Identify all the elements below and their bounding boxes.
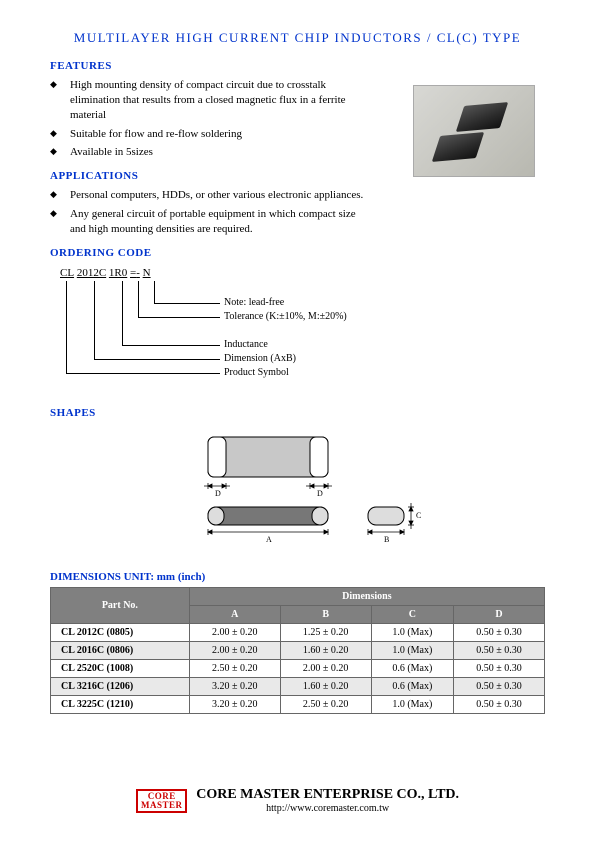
product-image [413, 85, 535, 177]
ordering-diagram: CL 2012C 1R0 =- N Note: lead-free Tolera… [60, 267, 545, 387]
ordering-code: CL 2012C 1R0 =- N [60, 267, 151, 279]
th-c: C [371, 605, 453, 623]
label-a: A [266, 535, 272, 544]
dimensions-table: Part No. Dimensions A B C D CL 2012C (08… [50, 587, 545, 714]
list-item: High mounting density of compact circuit… [50, 78, 370, 123]
cell-part: CL 2016C (0806) [51, 641, 190, 659]
cell-a: 2.00 ± 0.20 [189, 623, 280, 641]
ordering-heading: ORDERING CODE [50, 247, 545, 259]
company-name: CORE MASTER ENTERPRISE CO., LTD. http://… [196, 787, 459, 814]
logo: COREMASTER [136, 789, 188, 813]
cell-c: 0.6 (Max) [371, 659, 453, 677]
cell-part: CL 2012C (0805) [51, 623, 190, 641]
page-footer: COREMASTER CORE MASTER ENTERPRISE CO., L… [0, 787, 595, 814]
label-d: D [317, 489, 323, 498]
table-row: CL 2012C (0805)2.00 ± 0.201.25 ± 0.201.0… [51, 623, 545, 641]
cell-part: CL 3225C (1210) [51, 695, 190, 713]
th-dimensions: Dimensions [189, 587, 544, 605]
label-b: B [384, 535, 389, 544]
annotation: Dimension (AxB) [224, 353, 296, 364]
th-part: Part No. [51, 587, 190, 623]
features-heading: FEATURES [50, 60, 545, 72]
cell-d: 0.50 ± 0.30 [454, 623, 545, 641]
cell-d: 0.50 ± 0.30 [454, 695, 545, 713]
page-title: MULTILAYER HIGH CURRENT CHIP INDUCTORS /… [50, 30, 545, 46]
cell-part: CL 2520C (1008) [51, 659, 190, 677]
th-a: A [189, 605, 280, 623]
cell-a: 3.20 ± 0.20 [189, 677, 280, 695]
cell-c: 1.0 (Max) [371, 623, 453, 641]
chip-icon [432, 132, 484, 162]
cell-b: 2.00 ± 0.20 [280, 659, 371, 677]
cell-b: 2.50 ± 0.20 [280, 695, 371, 713]
dimensions-heading: DIMENSIONS UNIT: mm (inch) [50, 571, 545, 583]
annotation: Inductance [224, 339, 268, 350]
list-item: Any general circuit of portable equipmen… [50, 207, 370, 237]
cell-b: 1.60 ± 0.20 [280, 641, 371, 659]
shapes-diagram: D D A [50, 429, 545, 549]
cell-part: CL 3216C (1206) [51, 677, 190, 695]
cell-a: 3.20 ± 0.20 [189, 695, 280, 713]
company-url: http://www.coremaster.com.tw [196, 803, 459, 814]
list-item: Personal computers, HDDs, or other vario… [50, 188, 370, 203]
table-row: CL 2520C (1008)2.50 ± 0.202.00 ± 0.200.6… [51, 659, 545, 677]
cell-c: 1.0 (Max) [371, 695, 453, 713]
shapes-heading: SHAPES [50, 407, 545, 419]
cell-c: 0.6 (Max) [371, 677, 453, 695]
chip-icon [456, 102, 508, 132]
cell-d: 0.50 ± 0.30 [454, 641, 545, 659]
annotation: Tolerance (K:±10%, M:±20%) [224, 311, 347, 322]
th-d: D [454, 605, 545, 623]
list-item: Available in 5sizes [50, 145, 370, 160]
table-row: CL 3225C (1210)3.20 ± 0.202.50 ± 0.201.0… [51, 695, 545, 713]
label-c: C [416, 511, 421, 520]
annotation: Note: lead-free [224, 297, 284, 308]
cell-b: 1.25 ± 0.20 [280, 623, 371, 641]
table-row: CL 3216C (1206)3.20 ± 0.201.60 ± 0.200.6… [51, 677, 545, 695]
annotation: Product Symbol [224, 367, 289, 378]
applications-list: Personal computers, HDDs, or other vario… [50, 188, 545, 237]
cell-d: 0.50 ± 0.30 [454, 659, 545, 677]
th-b: B [280, 605, 371, 623]
list-item: Suitable for flow and re-flow soldering [50, 127, 370, 142]
cell-d: 0.50 ± 0.30 [454, 677, 545, 695]
cell-b: 1.60 ± 0.20 [280, 677, 371, 695]
cell-c: 1.0 (Max) [371, 641, 453, 659]
cell-a: 2.50 ± 0.20 [189, 659, 280, 677]
label-d: D [215, 489, 221, 498]
table-row: CL 2016C (0806)2.00 ± 0.201.60 ± 0.201.0… [51, 641, 545, 659]
cell-a: 2.00 ± 0.20 [189, 641, 280, 659]
